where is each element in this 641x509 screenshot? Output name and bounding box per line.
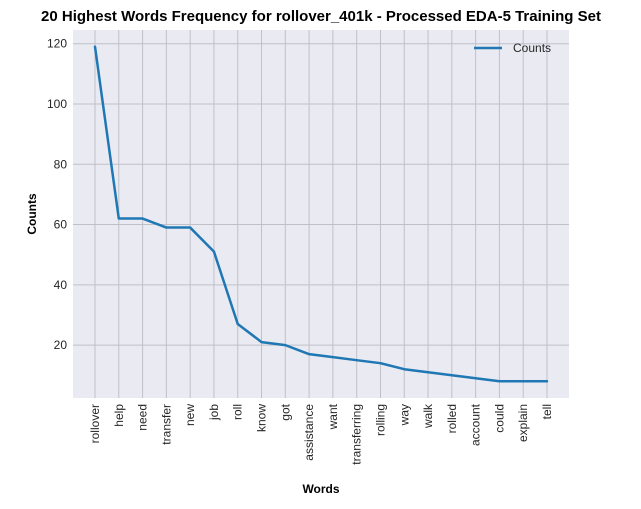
x-tick-label: rolled bbox=[445, 404, 459, 433]
x-tick-label: way bbox=[397, 404, 411, 426]
x-tick-label: assistance bbox=[302, 404, 316, 461]
x-axis-label: Words bbox=[302, 482, 339, 496]
legend: Counts bbox=[474, 41, 551, 55]
x-tick-labels: rollover help need transfer new job roll know go… bbox=[88, 403, 554, 465]
x-tick-label: want bbox=[326, 403, 340, 430]
legend-label-counts: Counts bbox=[513, 41, 551, 55]
x-tick-label: explain bbox=[516, 404, 530, 442]
y-tick-label: 60 bbox=[54, 218, 68, 232]
x-tick-label: know bbox=[255, 404, 269, 432]
series-line-counts bbox=[93, 45, 549, 383]
y-tick-label: 120 bbox=[47, 37, 67, 51]
chart-title: 20 Highest Words Frequency for rollover_… bbox=[41, 8, 601, 25]
x-tick-label: account bbox=[469, 403, 483, 446]
x-tick-label: tell bbox=[540, 404, 554, 419]
x-tick-label: need bbox=[136, 404, 150, 431]
y-tick-labels: 20 40 60 80 100 120 bbox=[47, 37, 67, 352]
x-tick-label: walk bbox=[421, 403, 435, 429]
x-tick-label: could bbox=[492, 404, 506, 433]
y-tick-label: 40 bbox=[54, 278, 68, 292]
plot-area bbox=[73, 30, 569, 398]
x-tick-label: rolling bbox=[373, 404, 387, 436]
y-axis-label: Counts bbox=[25, 193, 39, 235]
x-tick-label: transfer bbox=[159, 404, 173, 445]
x-tick-label: new bbox=[183, 404, 197, 426]
x-tick-label: roll bbox=[231, 404, 245, 420]
grid-lines bbox=[73, 30, 569, 398]
y-tick-label: 20 bbox=[54, 338, 68, 352]
x-tick-label: job bbox=[207, 404, 221, 421]
x-tick-label: transferring bbox=[350, 404, 364, 465]
x-tick-label: help bbox=[112, 404, 126, 427]
x-tick-label: got bbox=[278, 403, 292, 420]
x-tick-label: rollover bbox=[88, 404, 102, 443]
y-tick-label: 80 bbox=[54, 157, 68, 171]
y-tick-label: 100 bbox=[47, 97, 67, 111]
series-lines bbox=[93, 45, 549, 383]
